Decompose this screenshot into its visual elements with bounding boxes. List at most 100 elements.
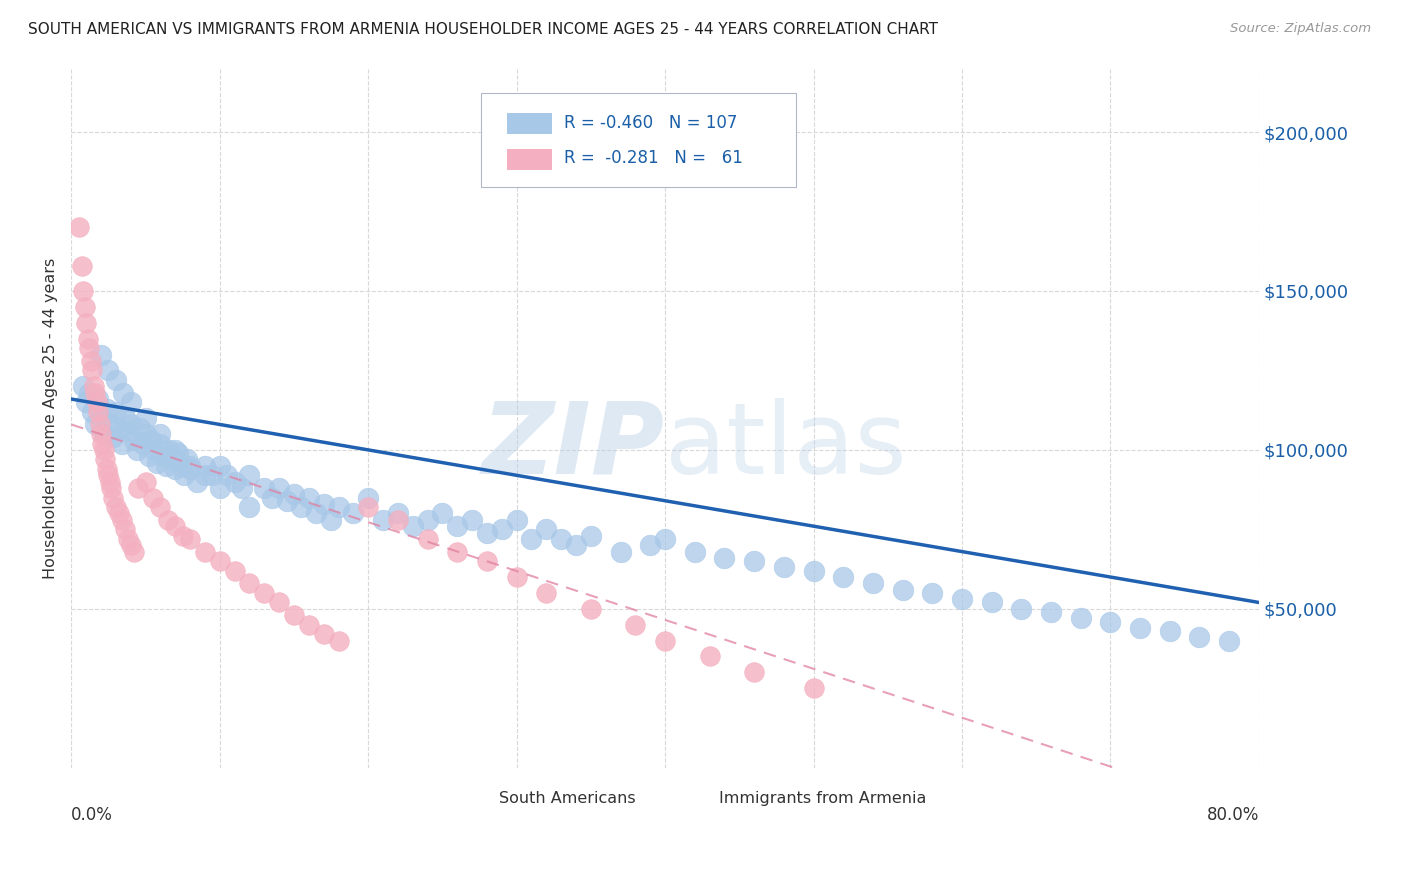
Point xyxy=(231,481,253,495)
Point xyxy=(654,532,676,546)
Point xyxy=(742,554,765,568)
Point xyxy=(446,519,468,533)
Point xyxy=(862,576,884,591)
FancyBboxPatch shape xyxy=(508,112,553,134)
Point xyxy=(283,487,305,501)
Point xyxy=(173,468,195,483)
Point xyxy=(1129,621,1152,635)
Point xyxy=(100,481,122,495)
Point xyxy=(224,564,246,578)
Point xyxy=(312,627,335,641)
Point xyxy=(146,456,169,470)
Point xyxy=(387,513,409,527)
Point xyxy=(253,586,276,600)
Point xyxy=(179,532,201,546)
Text: Source: ZipAtlas.com: Source: ZipAtlas.com xyxy=(1230,22,1371,36)
Point xyxy=(654,633,676,648)
Point xyxy=(108,507,131,521)
Point xyxy=(416,513,439,527)
Point xyxy=(155,458,177,473)
Point xyxy=(122,544,145,558)
Point xyxy=(638,538,661,552)
Point xyxy=(90,347,112,361)
Point xyxy=(505,570,527,584)
Point xyxy=(565,538,588,552)
Point xyxy=(772,560,794,574)
Point xyxy=(117,424,139,438)
Point xyxy=(142,491,165,505)
Point xyxy=(84,417,107,432)
Point xyxy=(446,544,468,558)
Point xyxy=(157,442,180,457)
Point xyxy=(135,411,157,425)
Point xyxy=(342,507,364,521)
Point xyxy=(120,538,142,552)
FancyBboxPatch shape xyxy=(481,93,796,187)
Point xyxy=(120,395,142,409)
Point xyxy=(135,475,157,489)
Point xyxy=(97,363,120,377)
Text: 80.0%: 80.0% xyxy=(1206,806,1258,824)
Text: R = -0.460   N = 107: R = -0.460 N = 107 xyxy=(564,114,738,132)
Point xyxy=(208,554,231,568)
FancyBboxPatch shape xyxy=(457,790,494,807)
Point xyxy=(208,458,231,473)
Point xyxy=(82,405,104,419)
Point xyxy=(475,525,498,540)
Point xyxy=(319,513,342,527)
Point xyxy=(416,532,439,546)
Point xyxy=(128,420,150,434)
Point xyxy=(104,373,127,387)
Point xyxy=(980,595,1002,609)
Point xyxy=(1040,605,1063,619)
Point xyxy=(162,452,184,467)
Text: atlas: atlas xyxy=(665,398,907,494)
Point xyxy=(217,468,239,483)
Point xyxy=(1159,624,1181,638)
Point xyxy=(283,608,305,623)
Point xyxy=(93,442,115,457)
Text: Immigrants from Armenia: Immigrants from Armenia xyxy=(718,791,927,806)
Point xyxy=(1070,611,1092,625)
Point xyxy=(194,468,217,483)
Point xyxy=(520,532,543,546)
Point xyxy=(921,586,943,600)
Point xyxy=(1099,615,1122,629)
Point xyxy=(891,582,914,597)
Point xyxy=(238,500,260,514)
Point xyxy=(84,385,107,400)
Point xyxy=(253,481,276,495)
Point xyxy=(224,475,246,489)
Point xyxy=(176,452,198,467)
Point xyxy=(305,507,328,521)
Point xyxy=(165,462,187,476)
Point xyxy=(536,586,558,600)
Point xyxy=(579,529,602,543)
Point xyxy=(550,532,572,546)
Point xyxy=(579,602,602,616)
Point xyxy=(141,434,163,448)
Point xyxy=(122,434,145,448)
Point xyxy=(238,576,260,591)
Point xyxy=(1010,602,1032,616)
Point xyxy=(108,420,131,434)
Point xyxy=(238,468,260,483)
Point xyxy=(117,532,139,546)
Point xyxy=(79,354,101,368)
Point xyxy=(101,491,124,505)
Point xyxy=(156,513,179,527)
Point xyxy=(201,468,224,483)
Point xyxy=(75,395,97,409)
Point xyxy=(149,500,172,514)
Point xyxy=(432,507,454,521)
Point xyxy=(87,405,110,419)
Point xyxy=(357,500,380,514)
Point xyxy=(149,436,172,450)
Text: SOUTH AMERICAN VS IMMIGRANTS FROM ARMENIA HOUSEHOLDER INCOME AGES 25 - 44 YEARS : SOUTH AMERICAN VS IMMIGRANTS FROM ARMENI… xyxy=(28,22,938,37)
Point xyxy=(90,411,112,425)
Point xyxy=(120,417,142,432)
Point xyxy=(114,522,136,536)
Point xyxy=(536,522,558,536)
Point xyxy=(96,401,118,416)
Text: R =  -0.281   N =   61: R = -0.281 N = 61 xyxy=(564,149,742,167)
